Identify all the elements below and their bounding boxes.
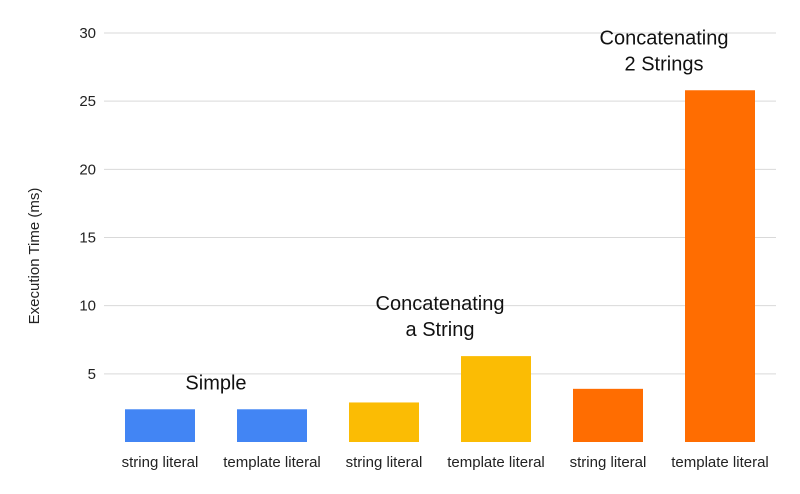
- x-tick-label: template literal: [223, 454, 321, 471]
- x-tick-labels: string literal template literal string lit…: [122, 454, 769, 471]
- y-tick-label: 15: [79, 230, 96, 247]
- x-tick-label: string literal: [122, 454, 199, 471]
- group-annotation: 2 Strings: [625, 53, 704, 75]
- y-tick-label: 20: [79, 161, 96, 178]
- group-annotation: a String: [406, 319, 475, 341]
- x-tick-label: string literal: [570, 454, 647, 471]
- y-tick-labels: 5 10 15 20 25 30: [79, 25, 96, 383]
- bars: [125, 90, 755, 442]
- bar: [685, 90, 755, 442]
- group-annotation: Concatenating: [376, 293, 505, 315]
- x-tick-label: template literal: [447, 454, 545, 471]
- y-tick-label: 25: [79, 93, 96, 110]
- bar: [461, 356, 531, 442]
- group-annotation: Concatenating: [600, 27, 729, 49]
- group-annotation: Simple: [185, 372, 246, 394]
- gridlines: [104, 32, 776, 375]
- y-tick-label: 5: [88, 366, 96, 383]
- y-tick-label: 10: [79, 298, 96, 315]
- y-axis-label: Execution Time (ms): [26, 188, 43, 325]
- bar: [573, 388, 643, 442]
- x-tick-label: template literal: [671, 454, 769, 471]
- bar: [237, 409, 307, 442]
- bar: [125, 409, 195, 442]
- bar: [349, 402, 419, 442]
- x-tick-label: string literal: [346, 454, 423, 471]
- y-tick-label: 30: [79, 25, 96, 42]
- group-annotations: Simple Concatenating a String Concatenating…: [185, 27, 728, 394]
